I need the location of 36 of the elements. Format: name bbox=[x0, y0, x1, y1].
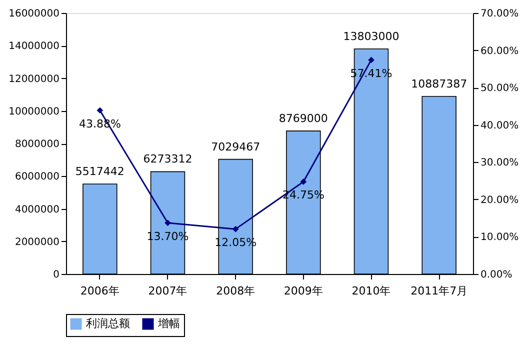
y2-tick-label: 70.00% bbox=[480, 8, 519, 20]
y2-tick-label: 0.00% bbox=[480, 270, 512, 280]
y-tick-label: 16000000 bbox=[8, 8, 60, 20]
point bbox=[96, 107, 104, 114]
y2-tick-label: 50.00% bbox=[480, 83, 519, 94]
data-label: 13803000 bbox=[343, 30, 400, 43]
y-tick-label: 2000000 bbox=[14, 236, 60, 248]
data-label: 6273312 bbox=[143, 152, 192, 166]
x-tick-label: 2011年7月 bbox=[410, 284, 468, 298]
y2-tick-label: 10.00% bbox=[480, 232, 519, 244]
point bbox=[300, 178, 307, 185]
x-tick-label: 2007年 bbox=[148, 284, 188, 298]
y-tick-label: 6000000 bbox=[14, 172, 60, 183]
data-label: 10887387 bbox=[411, 77, 468, 90]
x-tick-label: 2008年 bbox=[216, 284, 256, 298]
data-label: 7029467 bbox=[211, 140, 260, 154]
legend-label: 增幅 bbox=[157, 317, 180, 330]
y-tick-label: 10000000 bbox=[8, 106, 60, 118]
data-label: 8769000 bbox=[278, 112, 328, 125]
data-label: 5517442 bbox=[75, 164, 124, 178]
y2-tick-label: 20.00% bbox=[480, 194, 519, 206]
y-tick-label: 12000000 bbox=[8, 74, 60, 85]
y-tick-label: 8000000 bbox=[14, 139, 60, 150]
point bbox=[164, 220, 171, 226]
y2-tick-label: 40.00% bbox=[480, 120, 519, 132]
x-tick-label: 2009年 bbox=[284, 284, 323, 298]
y2-tick-label: 30.00% bbox=[480, 158, 519, 169]
y-tick-label: 4000000 bbox=[14, 204, 60, 216]
point bbox=[368, 56, 374, 64]
y-tick-label: 0 bbox=[53, 270, 60, 280]
y-tick-label: 14000000 bbox=[8, 41, 60, 52]
x-tick-label: 2010年 bbox=[352, 284, 391, 298]
y2-tick-label: 60.00% bbox=[480, 46, 519, 57]
point bbox=[232, 226, 239, 232]
x-tick-label: 2006年 bbox=[80, 284, 120, 298]
legend-label: 利润总额 bbox=[86, 317, 130, 330]
